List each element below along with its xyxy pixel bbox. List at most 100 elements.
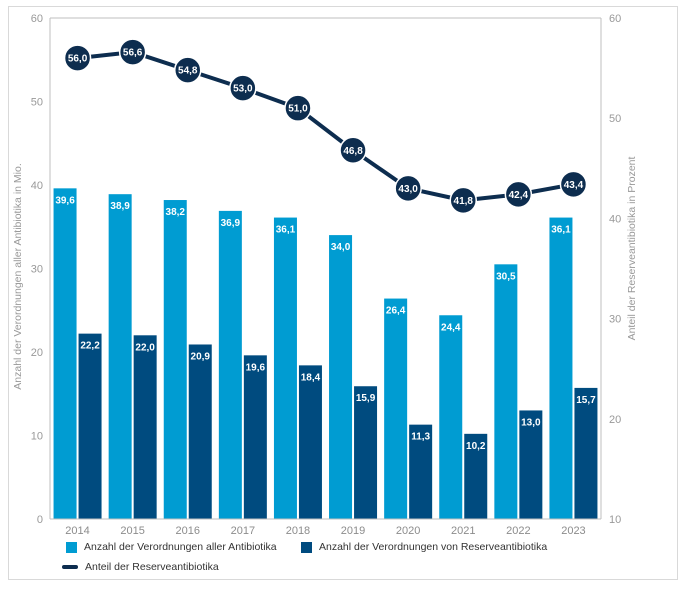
x-tick-2019: 2019 [341,525,365,537]
marker-reserve-share-2020 [394,174,422,203]
bar-all-2018 [273,217,297,519]
bar-label-all-2015: 38,9 [110,201,130,212]
bar-all-2015 [108,194,132,519]
bar-label-reserve-2017: 19,6 [246,362,266,373]
bar-label-all-2014: 39,6 [55,195,75,206]
marker-reserve-share-2018 [284,94,312,122]
bar-reserve-2021 [464,433,488,519]
bar-all-2020 [384,298,408,519]
bar-label-reserve-2020: 11,3 [411,432,430,443]
y-left-tick-40: 40 [31,180,43,192]
x-tick-2018: 2018 [286,525,310,537]
y-right-tick-20: 20 [609,414,621,426]
bar-reserve-2015 [133,335,157,519]
bar-all-2023 [549,217,573,519]
marker-label-reserve-share-2019: 46,8 [343,146,363,157]
marker-reserve-share-2023 [559,170,588,199]
bar-all-2021 [439,315,463,519]
bar-all-2022 [494,264,518,519]
bar-layer: 39,6 38,9 38,2 36,9 36,1 34,0 26,4 24,4 30,5 36,1… [53,188,598,519]
bar-reserve-2017 [243,355,267,519]
legend-swatch-reserve-share [62,565,78,569]
bar-label-all-2016: 38,2 [166,207,186,218]
bar-label-reserve-2021: 10,2 [466,441,486,452]
y-left-tick-10: 10 [31,431,43,443]
legend-item-reserve-antibiotics: Anzahl der Verordnungen von Reserveantib… [301,541,547,553]
x-tick-2014: 2014 [65,525,89,537]
y-right-tick-10: 10 [609,514,621,526]
y-left-tick-60: 60 [31,13,43,25]
marker-reserve-share-2017 [229,74,257,102]
y-left-tick-50: 50 [31,97,43,109]
legend-label-reserve-antibiotics: Anzahl der Verordnungen von Reserveantib… [319,541,548,553]
marker-reserve-share-2021 [449,186,477,215]
bar-all-2016 [163,200,187,519]
bar-all-2014 [53,188,77,519]
bar-label-reserve-2018: 18,4 [301,372,321,383]
marker-label-reserve-share-2015: 56,6 [123,48,143,59]
marker-label-reserve-share-2018: 51,0 [288,104,308,115]
marker-reserve-share-2019 [339,136,367,165]
bar-label-reserve-2022: 13,0 [521,417,541,428]
chart-frame [8,6,678,580]
bar-reserve-2023 [574,387,598,519]
x-tick-2020: 2020 [396,525,420,537]
legend-label-all-antibiotics: Anzahl der Verordnungen aller Antibiotik… [84,541,277,553]
x-tick-2023: 2023 [561,525,585,537]
marker-reserve-share-2022 [504,180,533,209]
marker-label-reserve-share-2016: 54,8 [178,66,198,77]
bar-label-reserve-2014: 22,2 [80,341,100,352]
marker-reserve-share-2014 [63,44,92,72]
bar-all-2017 [218,210,242,519]
marker-label-reserve-share-2021: 41,8 [454,196,474,207]
bar-label-all-2023: 36,1 [551,225,571,236]
bar-all-2019 [329,235,353,519]
y-right-tick-50: 50 [609,113,621,125]
bar-reserve-2022 [519,410,543,519]
x-tick-2016: 2016 [176,525,200,537]
marker-label-reserve-share-2017: 53,0 [233,84,253,95]
marker-label-reserve-share-2014: 56,0 [68,54,88,65]
x-tick-2021: 2021 [451,525,475,537]
legend-swatch-all-antibiotics [66,541,77,553]
bar-label-reserve-2019: 15,9 [356,393,376,404]
marker-label-reserve-share-2023: 43,4 [564,180,584,191]
x-tick-2015: 2015 [120,525,144,537]
bar-label-reserve-2023: 15,7 [576,395,596,406]
y-right-tick-30: 30 [609,314,621,326]
bar-reserve-2018 [298,365,322,519]
bar-label-reserve-2016: 20,9 [191,351,211,362]
y-right-tick-40: 40 [609,213,621,225]
bar-label-all-2018: 36,1 [276,225,296,236]
axes-layer: 0 10 20 30 40 50 60 10 20 30 40 50 60 2014 2015 2016 201… [31,13,622,537]
legend-swatch-reserve-antibiotics [301,541,312,553]
bar-label-reserve-2015: 22,0 [135,342,155,353]
y-left-tick-20: 20 [31,347,43,359]
marker-label-reserve-share-2020: 43,0 [398,184,418,195]
y-left-tick-30: 30 [31,264,43,276]
bar-label-all-2021: 24,4 [441,322,461,333]
bar-reserve-2020 [409,424,433,519]
bar-label-all-2019: 34,0 [331,242,351,253]
legend-label-reserve-share: Anteil der Reserveantibiotika [85,561,219,573]
bar-reserve-2019 [354,386,378,519]
line-layer: 56,0 56,6 54,8 53,0 51,0 46,8 43,0 41,8 42,4 43,4 [63,38,588,215]
bar-label-all-2022: 30,5 [496,271,516,282]
legend-item-all-antibiotics: Anzahl der Verordnungen aller Antibiotik… [66,541,277,553]
legend-item-reserve-share: Anteil der Reserveantibiotika [62,561,219,573]
y-axis-left-title: Anzahl der Verordnungen aller Antibiotik… [12,163,24,389]
bar-reserve-2016 [188,344,212,519]
bar-label-all-2017: 36,9 [221,218,241,229]
line-reserve-share [75,50,576,203]
marker-reserve-share-2016 [174,56,202,84]
y-right-tick-60: 60 [609,13,621,25]
y-left-tick-0: 0 [37,514,43,526]
x-tick-2022: 2022 [506,525,530,537]
marker-label-reserve-share-2022: 42,4 [509,190,529,201]
y-axis-right-title: Anteil der Reserveantibiotika in Prozent [626,156,638,340]
bar-reserve-2014 [78,333,102,519]
x-tick-2017: 2017 [231,525,255,537]
bar-label-all-2020: 26,4 [386,306,406,317]
marker-reserve-share-2015 [118,38,147,66]
